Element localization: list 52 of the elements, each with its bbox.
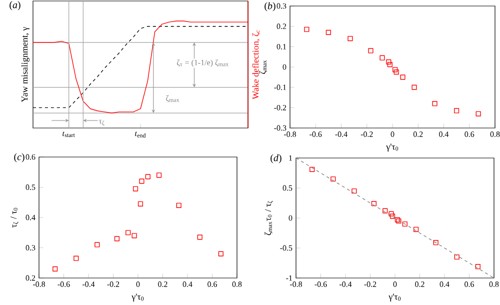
- point: [392, 67, 398, 72]
- point: [310, 166, 315, 172]
- point: [126, 230, 131, 236]
- point: [145, 174, 150, 180]
- point: [197, 234, 202, 240]
- point: [114, 236, 120, 242]
- point: [412, 84, 417, 90]
- point: [52, 266, 58, 272]
- point: [394, 70, 399, 75]
- point: [390, 214, 396, 219]
- point: [386, 59, 392, 64]
- y-axis-title: τ$_{ζ}$ / τ$_{0}$: [10, 208, 19, 228]
- chart-title: (a): [10, 1, 20, 10]
- x-axis-title: γ'τ$_{0}$: [388, 294, 401, 302]
- point: [475, 264, 480, 270]
- point: [156, 172, 162, 178]
- point: [476, 111, 481, 116]
- point: [454, 254, 460, 260]
- point: [433, 240, 438, 246]
- point: [326, 30, 331, 35]
- point: [304, 26, 310, 32]
- point: [139, 178, 144, 184]
- point: [94, 242, 100, 248]
- chart-title: (c): [14, 153, 24, 162]
- point: [371, 201, 377, 206]
- point: [74, 256, 79, 261]
- point: [352, 188, 357, 194]
- point: [387, 62, 392, 68]
- point: [368, 48, 374, 54]
- y-axis-title: ζ$_{max}$τ$_{0}$ / τ$_{ζ}$: [264, 201, 274, 236]
- point: [380, 55, 385, 60]
- chart-title: (b): [264, 2, 276, 12]
- y-axis-title: Yaw misalignment, γ: [21, 26, 30, 102]
- point: [132, 186, 138, 192]
- chart-title: (d): [270, 154, 282, 164]
- point: [432, 101, 438, 106]
- y-axis-title: ζ$_{max}$: [259, 60, 268, 74]
- point: [330, 176, 336, 182]
- point: [176, 202, 182, 208]
- point: [348, 36, 353, 42]
- point: [138, 201, 144, 206]
- point: [132, 233, 137, 238]
- x-axis-title: γ'τ$_{0}$: [386, 144, 398, 152]
- y2-axis-title: Wake deflection, ζ$_{c}$: [252, 30, 260, 100]
- point: [382, 208, 388, 214]
- point: [400, 74, 406, 80]
- point: [402, 221, 408, 227]
- point: [388, 211, 394, 216]
- point: [218, 251, 224, 256]
- point: [454, 108, 460, 114]
- x-axis-title: γ'τ$_{0}$: [132, 294, 144, 302]
- point: [413, 226, 419, 232]
